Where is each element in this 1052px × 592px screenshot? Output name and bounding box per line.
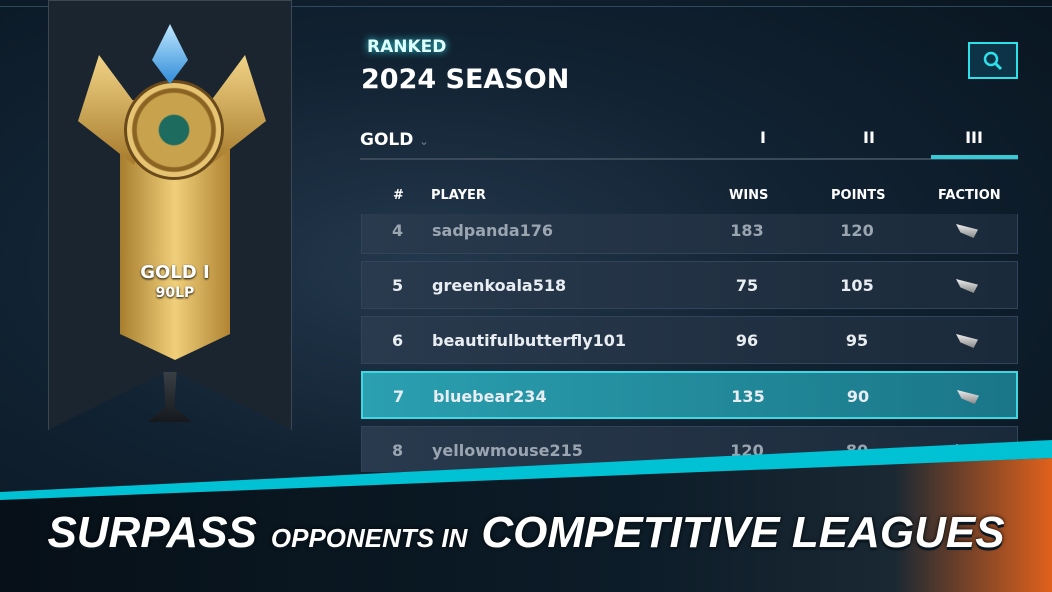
slogan: SURPASS OPPONENTS IN COMPETITIVE LEAGUES (0, 508, 1052, 558)
player-name: sadpanda176 (432, 221, 554, 240)
wins: 75 (735, 276, 759, 295)
player-name: yellowmouse215 (432, 441, 583, 460)
table-row-current-player[interactable]: 7 bluebear234 135 90 (361, 371, 1018, 419)
tier-dropdown[interactable]: GOLD ⌄ (360, 130, 429, 150)
active-tab-indicator (931, 155, 1018, 159)
faction-wing-icon (956, 334, 978, 348)
col-player: PLAYER (431, 188, 486, 203)
points: 95 (845, 331, 869, 350)
lp-label: 90LP (155, 285, 195, 301)
eyebrow: RANKED (367, 37, 447, 57)
table-row[interactable]: 5 greenkoala518 75 105 (361, 261, 1018, 309)
col-points: POINTS (831, 188, 886, 203)
wins: 183 (730, 221, 764, 240)
rank: 6 (392, 331, 404, 350)
chevron-down-icon: ⌄ (419, 135, 429, 148)
gold-emblem-icon (124, 80, 224, 180)
table-row[interactable]: 4 sadpanda176 183 120 (361, 214, 1018, 254)
divider (0, 6, 1052, 7)
points: 120 (840, 221, 874, 240)
slogan-part-3: COMPETITIVE LEAGUES (481, 508, 1005, 557)
faction-wing-icon (957, 390, 979, 404)
tab-division-3[interactable]: III (965, 128, 983, 147)
faction-wing-icon (956, 224, 978, 238)
slogan-part-2: OPPONENTS IN (270, 523, 468, 553)
col-wins: WINS (729, 188, 769, 203)
tier-value: GOLD (360, 130, 414, 150)
points: 105 (840, 276, 874, 295)
tier-label: GOLD I (140, 262, 210, 283)
faction-wing-icon (956, 279, 978, 293)
tabs-underline (360, 158, 1018, 160)
search-button[interactable] (968, 42, 1018, 79)
slogan-part-1: SURPASS (47, 508, 257, 557)
search-icon (983, 51, 1003, 70)
rank-label: GOLD I 90LP (120, 262, 230, 301)
player-name: bluebear234 (433, 387, 547, 406)
points: 90 (846, 387, 870, 406)
rank: 8 (392, 441, 404, 460)
col-rank: # (393, 188, 404, 203)
table-row[interactable]: 6 beautifulbutterfly101 96 95 (361, 316, 1018, 364)
tab-division-2[interactable]: II (863, 128, 875, 147)
player-name: greenkoala518 (432, 276, 567, 295)
rank: 5 (392, 276, 404, 295)
page-title: 2024 SEASON (361, 64, 570, 95)
leaderboard-list[interactable]: 4 sadpanda176 183 120 5 greenkoala518 75… (361, 214, 1018, 472)
wins: 96 (735, 331, 759, 350)
col-faction: FACTION (938, 188, 1001, 203)
tab-division-1[interactable]: I (760, 128, 766, 147)
player-name: beautifulbutterfly101 (432, 331, 627, 350)
rank: 7 (393, 387, 405, 406)
wins: 135 (731, 387, 765, 406)
rank: 4 (392, 221, 404, 240)
